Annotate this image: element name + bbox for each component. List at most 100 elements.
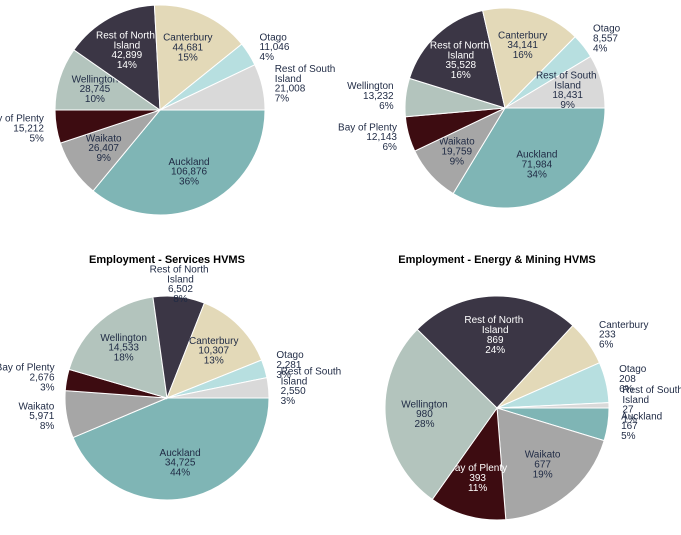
pie-slice — [73, 4, 161, 111]
pie-slice — [68, 296, 168, 399]
slice-share: 3% — [276, 370, 291, 381]
slice-share: 16% — [451, 70, 471, 81]
slice-label: Bay of Plenty — [338, 122, 397, 133]
slice-value: 35,528 — [445, 60, 476, 71]
pie-slice — [416, 295, 574, 409]
slice-share: 6% — [599, 340, 614, 351]
pie-slice — [503, 55, 606, 109]
slice-value: 15,212 — [13, 123, 44, 134]
slice-label: Otago — [619, 364, 647, 375]
pie-slice — [408, 9, 506, 109]
slice-label: Canterbury — [189, 336, 238, 347]
slice-label: Otago — [593, 23, 621, 34]
slice-value: 6,502 — [168, 284, 193, 295]
slice-value: 233 — [599, 330, 616, 341]
pie-slice — [159, 64, 266, 111]
slice-share: 28% — [414, 419, 434, 430]
chart-title: Employment - Energy & Mining HVMS — [398, 254, 595, 266]
pie-slice — [482, 7, 576, 110]
pie-slice — [496, 402, 610, 409]
slice-share: 3% — [281, 396, 296, 407]
slice-value: 21,008 — [275, 84, 306, 95]
slice-share: 3% — [40, 382, 55, 393]
slice-share: 1% — [622, 415, 637, 426]
slice-share: 8% — [40, 421, 55, 432]
slice-value: 34,141 — [507, 40, 538, 51]
slice-share: 19% — [533, 469, 553, 480]
slice-label: Bay of Plenty — [448, 463, 507, 474]
slice-share: 4% — [593, 43, 608, 54]
slice-share: 34% — [527, 169, 547, 180]
pie-slice — [153, 4, 243, 112]
slice-value: 28,745 — [80, 84, 111, 95]
slice-label: Waikato — [439, 136, 475, 147]
slice-share: 4% — [260, 52, 275, 63]
slice-label: Canterbury — [498, 30, 547, 41]
slice-share: 9% — [450, 156, 465, 167]
slice-label: Wellington — [347, 81, 394, 92]
slice-value: 27 — [622, 405, 634, 416]
slice-value: 71,984 — [522, 159, 553, 170]
slice-label: Rest of North Island — [150, 264, 212, 285]
slice-share: 9% — [96, 153, 111, 164]
slice-share: 16% — [513, 50, 533, 61]
slice-label: Otago — [260, 32, 288, 43]
slice-label: Bay of Plenty — [0, 113, 44, 124]
slice-value: 677 — [534, 459, 551, 470]
slice-share: 18% — [114, 352, 134, 363]
slice-value: 2,281 — [276, 360, 301, 371]
slice-value: 10,307 — [198, 346, 229, 357]
slice-label: Auckland — [160, 448, 201, 459]
chart-title: Employment - Services HVMS — [89, 254, 245, 266]
slice-share: 9% — [560, 100, 575, 111]
slice-share: 13% — [204, 356, 224, 367]
slice-value: 2,550 — [281, 386, 306, 397]
slice-value: 106,876 — [171, 166, 208, 177]
slice-label: Bay of Plenty — [0, 362, 55, 373]
slice-label: Wellington — [401, 399, 448, 410]
slice-share: 6% — [379, 101, 394, 112]
slice-label: Rest of South Island — [536, 70, 599, 91]
pie-slice — [452, 107, 606, 209]
slice-label: Canterbury — [599, 320, 648, 331]
slice-share: 5% — [29, 133, 44, 144]
pie-slice — [431, 406, 507, 521]
slice-value: 26,407 — [88, 143, 119, 154]
slice-share: 36% — [179, 176, 199, 187]
slice-label: Rest of North Island — [464, 315, 526, 336]
slice-value: 12,143 — [366, 132, 397, 143]
pie-slice — [496, 407, 605, 521]
slice-label: Auckland — [168, 156, 209, 167]
slice-share: 11% — [468, 483, 487, 494]
slice-share: 5% — [621, 431, 636, 442]
slice-share: 6% — [619, 384, 634, 395]
slice-value: 5,971 — [29, 411, 54, 422]
slice-share: 14% — [117, 60, 137, 71]
slice-value: 44,681 — [173, 42, 204, 53]
slice-share: 10% — [85, 94, 105, 105]
slice-label: Otago — [276, 350, 304, 361]
slice-value: 34,725 — [165, 458, 196, 469]
slice-label: Rest of South Island — [622, 385, 681, 406]
slice-label: Wellington — [100, 332, 147, 343]
slice-share: 6% — [383, 142, 398, 153]
slice-value: 13,232 — [363, 91, 394, 102]
slice-value: 869 — [487, 335, 504, 346]
slice-value: 2,676 — [30, 372, 55, 383]
slice-label: Waikato — [19, 401, 55, 412]
pie-slice — [166, 377, 270, 399]
slice-label: Waikato — [86, 133, 122, 144]
slice-value: 42,899 — [112, 50, 143, 61]
slice-value: 14,533 — [108, 342, 139, 353]
slice-value: 19,759 — [442, 146, 473, 157]
slice-label: Canterbury — [163, 32, 212, 43]
slice-label: Rest of South Island — [281, 366, 344, 387]
slice-label: Auckland — [621, 411, 662, 422]
slice-share: 8% — [173, 294, 188, 305]
slice-share: 24% — [485, 345, 505, 356]
slice-value: 980 — [416, 409, 433, 420]
pie-slice — [92, 109, 266, 216]
slice-label: Rest of North Island — [96, 30, 158, 51]
slice-value: 11,046 — [260, 42, 290, 53]
